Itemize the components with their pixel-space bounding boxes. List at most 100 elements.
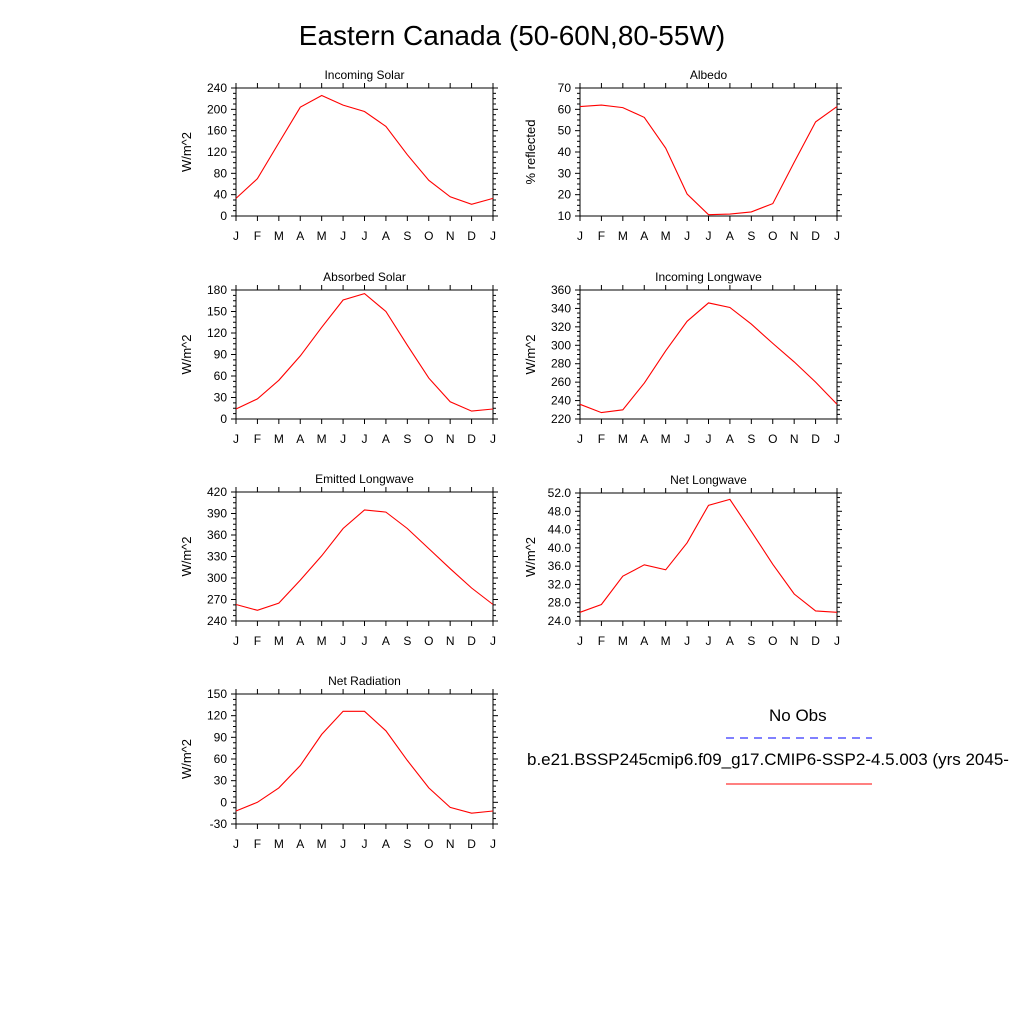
- x-tick-label: J: [706, 432, 712, 446]
- x-tick-label: J: [706, 229, 712, 243]
- x-tick-label: N: [790, 432, 799, 446]
- y-tick-label: 240: [207, 614, 227, 628]
- x-tick-label: A: [296, 837, 304, 851]
- x-tick-label: N: [790, 229, 799, 243]
- y-tick-label: 36.0: [548, 559, 572, 573]
- chart-panel-6: 24.028.032.036.040.044.048.052.0J F M A M J J A…: [523, 473, 842, 648]
- x-tick-label: S: [403, 837, 411, 851]
- y-axis-label: W/m^2: [179, 536, 194, 576]
- y-tick-label: 28.0: [548, 596, 572, 610]
- x-tick-label: M: [317, 229, 327, 243]
- x-tick-label: J: [490, 837, 496, 851]
- x-tick-label: D: [467, 837, 476, 851]
- x-tick-label: O: [424, 229, 433, 243]
- y-tick-label: 40: [214, 188, 228, 202]
- x-tick-label: N: [790, 634, 799, 648]
- x-tick-label: J: [834, 634, 840, 648]
- x-tick-label: A: [640, 229, 648, 243]
- x-tick-label: J: [684, 229, 690, 243]
- x-tick-label: M: [274, 837, 284, 851]
- y-tick-label: 40: [558, 145, 572, 159]
- x-tick-label: J: [233, 229, 239, 243]
- y-tick-label: 30: [558, 166, 572, 180]
- y-tick-label: -30: [210, 817, 228, 831]
- y-tick-label: 120: [207, 709, 227, 723]
- x-tick-label: S: [403, 229, 411, 243]
- x-tick-label: F: [254, 229, 261, 243]
- x-tick-label: F: [598, 432, 605, 446]
- y-tick-label: 90: [214, 730, 228, 744]
- x-tick-label: D: [811, 634, 820, 648]
- y-tick-label: 20: [558, 188, 572, 202]
- y-tick-label: 60: [214, 369, 228, 383]
- y-tick-label: 320: [551, 320, 571, 334]
- x-tick-label: J: [362, 634, 368, 648]
- y-tick-label: 0: [220, 412, 227, 426]
- x-tick-label: J: [233, 432, 239, 446]
- x-tick-label: N: [446, 837, 455, 851]
- series-line: [579, 498, 838, 613]
- x-tick-label: N: [446, 634, 455, 648]
- x-tick-label: M: [274, 634, 284, 648]
- y-tick-label: 360: [551, 283, 571, 297]
- y-tick-label: 240: [207, 81, 227, 95]
- y-axis-label: % reflected: [523, 119, 538, 184]
- panel-title: Emitted Longwave: [315, 472, 414, 486]
- x-tick-label: F: [598, 634, 605, 648]
- series-line: [235, 292, 494, 412]
- x-tick-label: A: [296, 229, 304, 243]
- x-tick-label: O: [768, 229, 777, 243]
- x-tick-label: J: [490, 634, 496, 648]
- y-tick-label: 24.0: [548, 614, 572, 628]
- panel-title: Albedo: [690, 68, 728, 82]
- y-tick-label: 340: [551, 301, 571, 315]
- plot-frame: [235, 693, 494, 825]
- x-tick-label: M: [618, 432, 628, 446]
- y-tick-label: 270: [207, 593, 227, 607]
- x-tick-label: O: [424, 432, 433, 446]
- x-tick-label: J: [233, 837, 239, 851]
- x-tick-label: J: [490, 432, 496, 446]
- x-tick-label: M: [618, 634, 628, 648]
- x-tick-label: A: [382, 634, 390, 648]
- x-tick-label: M: [661, 634, 671, 648]
- x-tick-label: S: [403, 634, 411, 648]
- y-tick-label: 300: [551, 338, 571, 352]
- x-tick-label: S: [747, 634, 755, 648]
- x-tick-label: N: [446, 432, 455, 446]
- series-line: [579, 302, 838, 414]
- y-axis-label: W/m^2: [179, 739, 194, 779]
- x-tick-label: F: [254, 837, 261, 851]
- y-tick-label: 60: [214, 752, 228, 766]
- x-tick-label: J: [362, 837, 368, 851]
- x-tick-label: J: [577, 229, 583, 243]
- plot-frame: [235, 491, 494, 622]
- x-tick-label: D: [811, 229, 820, 243]
- panel-title: Incoming Solar: [324, 68, 404, 82]
- panel-title: Net Radiation: [328, 674, 401, 688]
- x-tick-label: M: [618, 229, 628, 243]
- x-tick-label: N: [446, 229, 455, 243]
- y-tick-label: 0: [220, 209, 227, 223]
- x-tick-label: O: [424, 634, 433, 648]
- y-tick-label: 70: [558, 81, 572, 95]
- plot-frame: [579, 492, 838, 622]
- x-tick-label: D: [467, 634, 476, 648]
- x-tick-label: A: [296, 634, 304, 648]
- y-tick-label: 390: [207, 507, 227, 521]
- x-tick-label: M: [317, 634, 327, 648]
- x-tick-label: J: [340, 634, 346, 648]
- x-tick-label: D: [811, 432, 820, 446]
- y-tick-label: 160: [207, 124, 227, 138]
- x-tick-label: M: [317, 432, 327, 446]
- legend-case-label: b.e21.BSSP245cmip6.f09_g17.CMIP6-SSP2-4.…: [527, 750, 1009, 769]
- series-line: [579, 104, 838, 216]
- y-tick-label: 220: [551, 412, 571, 426]
- y-tick-label: 30: [214, 391, 228, 405]
- y-tick-label: 44.0: [548, 523, 572, 537]
- y-tick-label: 200: [207, 102, 227, 116]
- x-tick-label: A: [296, 432, 304, 446]
